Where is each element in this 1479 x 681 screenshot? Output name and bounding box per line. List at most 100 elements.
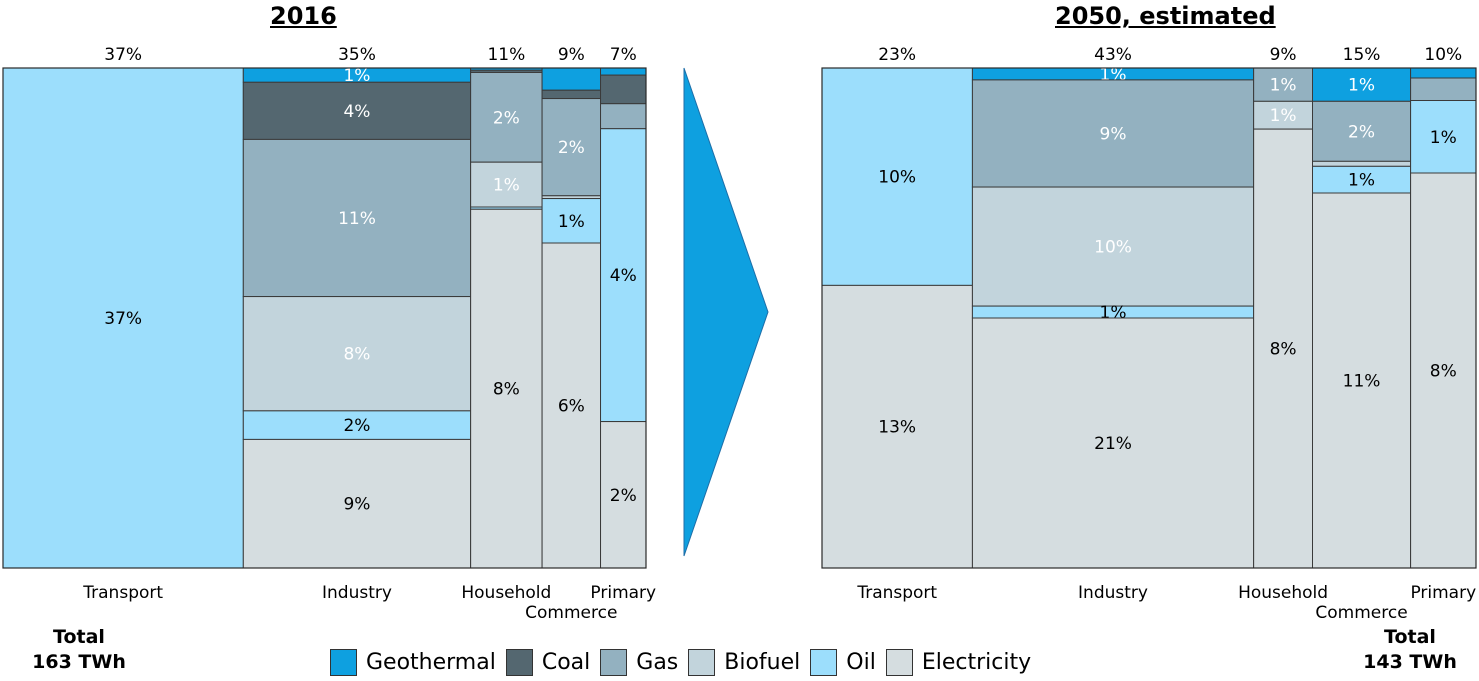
column-share-2050-primary: 10%: [1424, 45, 1462, 65]
segment-label-2016-transport-oil: 37%: [104, 309, 142, 329]
column-share-2016-transport: 37%: [104, 45, 142, 65]
segment-label-2050-household-gas: 1%: [1270, 76, 1297, 96]
legend-item-oil: Oil: [810, 648, 876, 676]
legend-item-geothermal: Geothermal: [330, 648, 496, 676]
legend-swatch-electricity: [885, 648, 913, 676]
segment-label-2016-industry-oil: 2%: [343, 416, 370, 436]
category-label-2050-transport: Transport: [856, 583, 937, 603]
column-share-2050-commerce: 15%: [1343, 45, 1381, 65]
segment-2050-industry-gas: [971, 79, 1255, 188]
legend-label-electricity: Electricity: [921, 649, 1032, 675]
segment-2050-primary-gas: [1410, 77, 1477, 101]
segment-2016-commerce-geothermal: [541, 67, 602, 91]
segment-2016-household-gas: [470, 71, 543, 163]
legend-swatch-gas: [600, 648, 628, 676]
segment-label-2016-industry-geothermal: 1%: [343, 66, 370, 86]
plot-frame-2050: [821, 67, 1477, 569]
segment-label-2016-household-electricity: 8%: [493, 380, 520, 400]
category-label-2016-commerce: Commerce: [525, 603, 617, 623]
segment-2050-primary-oil: [1410, 100, 1477, 174]
segment-2016-household-biofuel: [470, 161, 543, 208]
legend-label-biofuel: Biofuel: [724, 649, 801, 675]
segment-label-2050-industry-electricity: 21%: [1094, 434, 1132, 454]
segment-label-2050-industry-biofuel: 10%: [1094, 238, 1132, 258]
segment-2050-transport-oil: [821, 67, 973, 286]
segment-2016-industry-gas: [242, 138, 472, 298]
transition-arrow-icon: [683, 67, 769, 557]
column-share-2016-commerce: 9%: [558, 45, 585, 65]
segment-2050-primary-electricity: [1410, 172, 1477, 569]
segment-2050-commerce-geothermal: [1312, 67, 1412, 102]
segment-label-2050-commerce-geothermal: 1%: [1348, 76, 1375, 96]
segment-2016-transport-oil: [2, 67, 244, 569]
segment-label-2016-household-biofuel: 1%: [493, 176, 520, 196]
total-label-2050: Total: [1384, 626, 1436, 648]
column-share-2016-primary: 7%: [610, 45, 637, 65]
category-label-2016-household: Household: [461, 583, 551, 603]
legend-swatch-oil: [810, 648, 838, 676]
segment-2050-commerce-biofuel: [1312, 160, 1412, 167]
total-label-2016: Total: [53, 626, 105, 648]
segment-label-2050-primary-electricity: 8%: [1430, 362, 1457, 382]
segment-2016-primary-geothermal: [600, 67, 647, 76]
legend-item-biofuel: Biofuel: [688, 648, 801, 676]
category-label-2016-industry: Industry: [322, 583, 392, 603]
legend-label-gas: Gas: [636, 649, 679, 675]
chart-2050: 10% 13% 23% Transport 1% 9% 10% 1% 21% 43% Industr…: [821, 45, 1477, 623]
segment-2016-primary-oil: [600, 128, 647, 423]
segment-2050-industry-biofuel: [971, 186, 1255, 307]
column-share-2050-industry: 43%: [1094, 45, 1132, 65]
segment-2016-commerce-coal: [541, 89, 602, 100]
legend-label-coal: Coal: [541, 649, 591, 675]
segment-label-2016-industry-electricity: 9%: [343, 495, 370, 515]
category-label-2016-transport: Transport: [82, 583, 163, 603]
chart-title-2016: 2016: [270, 2, 337, 30]
legend-swatch-coal: [505, 648, 533, 676]
segment-label-2050-commerce-gas: 2%: [1348, 122, 1375, 142]
category-label-2050-primary: Primary: [1410, 583, 1476, 603]
category-label-2050-household: Household: [1238, 583, 1328, 603]
segment-2016-primary-gas: [600, 103, 647, 130]
category-label-2050-industry: Industry: [1078, 583, 1148, 603]
legend: Geothermal Coal Gas Biofuel Oil Electric…: [330, 645, 1041, 679]
chart-title-2050: 2050, estimated: [1055, 2, 1276, 30]
segment-2016-household-electricity: [470, 208, 543, 569]
column-share-2016-industry: 35%: [338, 45, 376, 65]
segment-2050-industry-electricity: [971, 317, 1255, 569]
total-2050: Total 143 TWh: [1345, 625, 1475, 675]
segment-2050-transport-electricity: [821, 284, 973, 569]
segment-label-2050-transport-electricity: 13%: [878, 418, 916, 438]
legend-swatch-geothermal: [330, 648, 357, 676]
segment-2050-household-gas: [1253, 67, 1314, 102]
segment-label-2016-commerce-electricity: 6%: [558, 397, 585, 417]
segment-label-2050-commerce-electricity: 11%: [1343, 372, 1381, 392]
segment-2016-primary-coal: [600, 74, 647, 105]
legend-label-oil: Oil: [846, 649, 876, 675]
legend-item-electricity: Electricity: [885, 648, 1032, 676]
segment-2016-commerce-electricity: [541, 242, 602, 569]
category-label-2050-commerce: Commerce: [1315, 603, 1407, 623]
segment-2050-commerce-electricity: [1312, 192, 1412, 569]
segment-label-2016-primary-electricity: 2%: [610, 486, 637, 506]
total-value-2016: 163 TWh: [32, 651, 126, 673]
legend-item-gas: Gas: [600, 648, 679, 676]
segment-label-2050-transport-oil: 10%: [878, 168, 916, 188]
total-2016: Total 163 TWh: [14, 625, 144, 675]
column-share-2050-transport: 23%: [878, 45, 916, 65]
category-label-2016-primary: Primary: [590, 583, 656, 603]
legend-item-coal: Coal: [505, 648, 591, 676]
column-share-2050-household: 9%: [1270, 45, 1297, 65]
segment-2050-primary-geothermal: [1410, 67, 1477, 79]
total-value-2050: 143 TWh: [1363, 651, 1457, 673]
segment-label-2016-industry-biofuel: 8%: [343, 345, 370, 365]
segment-2016-primary-electricity: [600, 421, 647, 569]
chart-2016: 37% 37% Transport 1% 4% 11% 8% 2% 9% 35% Industry 2…: [2, 45, 656, 623]
segment-label-2050-household-electricity: 8%: [1270, 340, 1297, 360]
segment-2016-commerce-gas: [541, 98, 602, 197]
legend-label-geothermal: Geothermal: [366, 649, 496, 675]
legend-swatch-biofuel: [688, 648, 716, 676]
segment-2050-household-electricity: [1253, 128, 1314, 569]
segment-label-2050-industry-gas: 9%: [1100, 124, 1127, 144]
segment-label-2050-commerce-oil: 1%: [1348, 171, 1375, 191]
